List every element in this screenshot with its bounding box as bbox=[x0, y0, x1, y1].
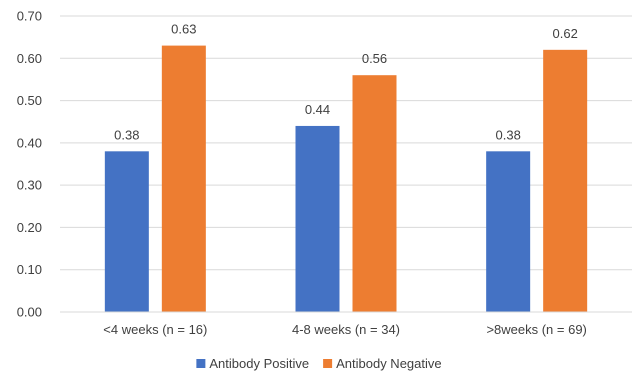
data-label: 0.38 bbox=[496, 127, 521, 142]
legend-swatch bbox=[323, 359, 333, 368]
y-tick-label: 0.70 bbox=[17, 9, 42, 24]
bar-antibody-negative bbox=[543, 49, 588, 312]
data-label: 0.62 bbox=[553, 26, 578, 41]
gridlines bbox=[60, 15, 632, 271]
data-label: 0.38 bbox=[114, 127, 139, 142]
bar-antibody-positive bbox=[486, 151, 531, 312]
bar-antibody-negative bbox=[161, 45, 206, 312]
legend-item-antibody-negative: Antibody Negative bbox=[323, 356, 442, 371]
x-category-label: <4 weeks (n = 16) bbox=[103, 322, 207, 337]
legend-item-antibody-positive: Antibody Positive bbox=[196, 356, 309, 371]
data-label: 0.56 bbox=[362, 51, 387, 66]
x-category-label: 4-8 weeks (n = 34) bbox=[292, 322, 400, 337]
legend-label: Antibody Positive bbox=[209, 356, 309, 371]
y-axis-ticks: 0.00 0.10 0.20 0.30 0.40 0.50 0.60 0.70 bbox=[17, 9, 42, 320]
data-label: 0.63 bbox=[171, 22, 196, 37]
y-tick-label: 0.50 bbox=[17, 93, 42, 108]
y-tick-label: 0.20 bbox=[17, 220, 42, 235]
legend-label: Antibody Negative bbox=[336, 356, 442, 371]
y-tick-label: 0.10 bbox=[17, 262, 42, 277]
x-axis: <4 weeks (n = 16) 4-8 weeks (n = 34) >8wee… bbox=[60, 311, 632, 337]
data-labels: 0.38 0.63 0.44 0.56 0.38 0.62 bbox=[114, 22, 578, 143]
y-tick-label: 0.30 bbox=[17, 178, 42, 193]
legend-swatch bbox=[196, 359, 206, 368]
bars bbox=[104, 45, 588, 312]
data-label: 0.44 bbox=[305, 102, 330, 117]
y-tick-label: 0.60 bbox=[17, 51, 42, 66]
x-category-label: >8weeks (n = 69) bbox=[486, 322, 586, 337]
legend: Antibody Positive Antibody Negative bbox=[196, 356, 442, 371]
y-tick-label: 0.00 bbox=[17, 305, 42, 320]
y-tick-label: 0.40 bbox=[17, 135, 42, 150]
bar-antibody-negative bbox=[352, 75, 397, 312]
bar-antibody-positive bbox=[104, 151, 149, 312]
bar-antibody-positive bbox=[295, 125, 340, 312]
